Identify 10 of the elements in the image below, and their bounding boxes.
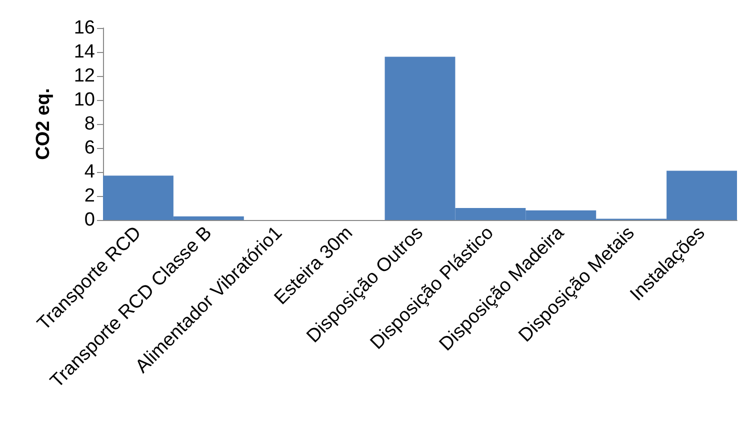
y-tick-label: 4 [84,162,96,182]
y-tick-label: 16 [74,18,95,38]
y-tick-label: 12 [74,66,95,86]
y-tick-label: 0 [84,210,95,230]
y-tick-label: 2 [84,186,95,206]
y-axis-title: CO2 eq. [33,88,54,160]
y-tick-label: 14 [74,42,96,62]
y-tick-label: 10 [74,90,95,110]
y-tick-label: 8 [84,114,95,134]
y-tick-label: 6 [84,138,95,158]
